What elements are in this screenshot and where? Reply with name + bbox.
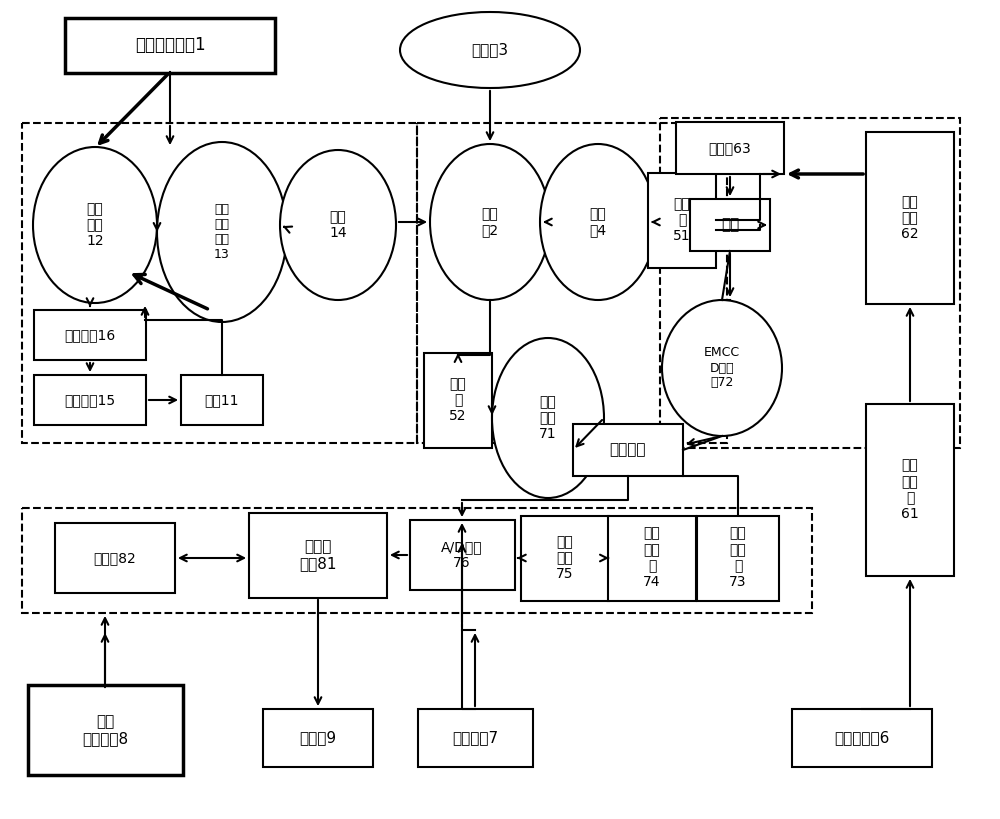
Text: 滤光
器
52: 滤光 器 52: [449, 377, 467, 423]
Bar: [181, 375, 263, 425]
Ellipse shape: [492, 338, 604, 498]
Text: 滤光
器
51: 滤光 器 51: [673, 197, 691, 243]
Text: 测试床单元6: 测试床单元6: [834, 731, 890, 745]
Text: A/D转换
76: A/D转换 76: [441, 540, 483, 570]
Bar: [22, 508, 812, 613]
Text: 步进
电机
62: 步进 电机 62: [901, 195, 919, 242]
Text: 患者: 患者: [721, 218, 739, 233]
Text: 数据处
理器81: 数据处 理器81: [299, 539, 337, 571]
Bar: [34, 375, 146, 425]
Bar: [573, 424, 683, 476]
Bar: [424, 352, 492, 447]
Bar: [28, 685, 182, 775]
Text: 棱镜
14: 棱镜 14: [329, 210, 347, 240]
Bar: [34, 310, 146, 360]
Bar: [22, 123, 417, 443]
Bar: [792, 709, 932, 767]
Text: 光谱仪82: 光谱仪82: [94, 551, 136, 565]
Text: 图像
处理单元8: 图像 处理单元8: [82, 714, 128, 746]
Text: 显示器9: 显示器9: [299, 731, 337, 745]
Bar: [697, 515, 779, 600]
Bar: [521, 515, 609, 600]
Text: 测试床63: 测试床63: [709, 141, 751, 155]
Ellipse shape: [400, 12, 580, 88]
Text: 光电
转换
器
74: 光电 转换 器 74: [643, 527, 661, 590]
Bar: [410, 520, 514, 590]
Ellipse shape: [157, 142, 287, 322]
Text: 量子光发射源1: 量子光发射源1: [135, 36, 205, 54]
Ellipse shape: [662, 300, 782, 436]
Bar: [263, 709, 373, 767]
Text: 激光
泵浦
12: 激光 泵浦 12: [86, 201, 104, 248]
Bar: [866, 132, 954, 304]
Text: 探测
控制
器
73: 探测 控制 器 73: [729, 527, 747, 590]
Ellipse shape: [540, 144, 656, 300]
Bar: [660, 118, 960, 448]
Text: 滑行面3: 滑行面3: [471, 43, 509, 57]
Bar: [690, 199, 770, 251]
Bar: [417, 123, 727, 443]
Text: 反馈电路16: 反馈电路16: [64, 328, 116, 342]
Bar: [65, 17, 275, 73]
Ellipse shape: [33, 147, 157, 303]
Bar: [249, 513, 387, 598]
Text: 电机
控制
器
61: 电机 控制 器 61: [901, 459, 919, 522]
Bar: [608, 515, 696, 600]
Text: 凸透
镜4: 凸透 镜4: [589, 207, 607, 237]
Text: EMCC
D探测
器72: EMCC D探测 器72: [704, 346, 740, 390]
Bar: [418, 709, 532, 767]
Text: 光探
测器
71: 光探 测器 71: [539, 395, 557, 441]
Text: 联合测量: 联合测量: [610, 442, 646, 458]
Bar: [648, 173, 716, 268]
Bar: [55, 523, 175, 593]
Ellipse shape: [430, 144, 550, 300]
Text: 控制电路15: 控制电路15: [64, 393, 116, 407]
Text: 检测单元7: 检测单元7: [452, 731, 498, 745]
Ellipse shape: [280, 150, 396, 300]
Text: 偏硼
酸钡
晶体
13: 偏硼 酸钡 晶体 13: [214, 203, 230, 261]
Bar: [866, 404, 954, 576]
Text: 电源11: 电源11: [205, 393, 239, 407]
Text: 分光
器2: 分光 器2: [481, 207, 499, 237]
Text: 放大
电路
75: 放大 电路 75: [556, 535, 574, 581]
Bar: [676, 122, 784, 174]
